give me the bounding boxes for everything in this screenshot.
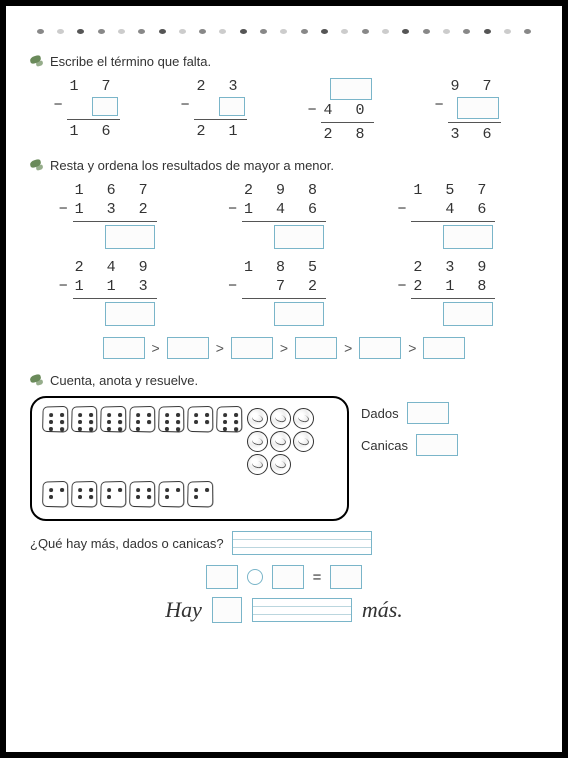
order-box[interactable] xyxy=(103,337,145,359)
die-icon xyxy=(100,481,126,508)
ordering-row: > > > > > xyxy=(30,337,538,359)
answer-box[interactable] xyxy=(457,97,499,119)
bullet-icon xyxy=(30,160,44,171)
bullet-icon xyxy=(30,56,44,67)
problems-row-2a: 1 6 7 −1 3 2 2 9 8 −1 4 6 1 5 7 − 4 6 xyxy=(30,181,538,250)
marbles-group xyxy=(245,406,337,477)
operator-circle[interactable] xyxy=(247,569,263,585)
result: 2 1 xyxy=(194,122,246,141)
marble-icon xyxy=(293,408,314,429)
die-icon xyxy=(158,481,184,508)
order-box[interactable] xyxy=(231,337,273,359)
eq-box[interactable] xyxy=(272,565,304,589)
marble-icon xyxy=(247,431,268,452)
die-icon xyxy=(71,406,97,433)
canicas-answer-box[interactable] xyxy=(416,434,458,456)
problem: 1 6 7 −1 3 2 xyxy=(73,181,157,250)
hay-text-box[interactable] xyxy=(252,598,352,622)
problem: 2 3 9 −2 1 8 xyxy=(411,258,495,327)
worksheet-page: Escribe el término que falta. 1 7 − 1 6 … xyxy=(0,0,568,758)
order-box[interactable] xyxy=(167,337,209,359)
text-answer-box[interactable] xyxy=(232,531,372,555)
die-icon xyxy=(158,406,184,433)
order-box[interactable] xyxy=(423,337,465,359)
answer-box[interactable] xyxy=(92,97,118,116)
label-dados: Dados xyxy=(361,406,399,421)
marble-icon xyxy=(270,431,291,452)
die-icon xyxy=(42,481,68,508)
marble-icon xyxy=(247,408,268,429)
section-1: Escribe el término que falta. 1 7 − 1 6 … xyxy=(30,54,538,144)
die-icon xyxy=(187,406,213,433)
equation-row: = xyxy=(30,565,538,589)
answer-box[interactable] xyxy=(105,302,155,326)
marble-icon xyxy=(270,408,291,429)
question-text: ¿Qué hay más, dados o canicas? xyxy=(30,536,224,551)
mas-text: más. xyxy=(362,597,403,623)
answer-box[interactable] xyxy=(443,225,493,249)
marble-icon xyxy=(247,454,268,475)
result: 3 6 xyxy=(448,125,500,144)
die-icon xyxy=(129,406,155,433)
result: 1 6 xyxy=(67,122,119,141)
problems-row-2b: 2 4 9 −1 1 3 1 8 5 − 7 2 2 3 9 −2 1 8 xyxy=(30,258,538,327)
answer-box[interactable] xyxy=(274,302,324,326)
section-2: Resta y ordena los resultados de mayor a… xyxy=(30,158,538,359)
die-icon xyxy=(216,406,242,433)
eq-box[interactable] xyxy=(206,565,238,589)
label-canicas: Canicas xyxy=(361,438,408,453)
answer-box[interactable] xyxy=(105,225,155,249)
instruction-text: Escribe el término que falta. xyxy=(50,54,211,69)
die-icon xyxy=(42,406,68,433)
hay-text: Hay xyxy=(165,597,202,623)
conclusion-row: Hay más. xyxy=(30,597,538,623)
instruction-text: Cuenta, anota y resuelve. xyxy=(50,373,198,388)
die-icon xyxy=(187,481,213,508)
problem: 1 8 5 − 7 2 xyxy=(242,258,326,327)
problem-4: 9 7 − 3 6 xyxy=(448,77,500,144)
subtrahend: 4 0 xyxy=(323,102,371,119)
die-icon xyxy=(71,481,97,508)
die-icon xyxy=(129,481,155,508)
dados-answer-box[interactable] xyxy=(407,402,449,424)
result: 2 8 xyxy=(321,125,373,144)
problem-3: −4 0 2 8 xyxy=(321,77,373,144)
counting-box xyxy=(30,396,349,521)
minuend: 2 3 xyxy=(194,77,246,96)
problem: 1 5 7 − 4 6 xyxy=(411,181,495,250)
order-box[interactable] xyxy=(359,337,401,359)
problem: 2 9 8 −1 4 6 xyxy=(242,181,326,250)
problem-1: 1 7 − 1 6 xyxy=(67,77,119,144)
answer-box[interactable] xyxy=(274,225,324,249)
die-icon xyxy=(100,406,126,433)
decorative-border xyxy=(30,20,538,42)
answer-box[interactable] xyxy=(443,302,493,326)
instruction-text: Resta y ordena los resultados de mayor a… xyxy=(50,158,334,173)
problem: 2 4 9 −1 1 3 xyxy=(73,258,157,327)
marble-icon xyxy=(293,431,314,452)
minuend: 9 7 xyxy=(448,77,500,96)
marble-icon xyxy=(270,454,291,475)
section-3: Cuenta, anota y resuelve. Dados Canicas … xyxy=(30,373,538,623)
bullet-icon xyxy=(30,375,44,386)
hay-number-box[interactable] xyxy=(212,597,242,623)
problem-2: 2 3 − 2 1 xyxy=(194,77,246,144)
problems-row-1: 1 7 − 1 6 2 3 − 2 1 −4 0 2 8 9 7 − 3 6 xyxy=(30,77,538,144)
eq-box[interactable] xyxy=(330,565,362,589)
answer-box[interactable] xyxy=(330,78,372,100)
minuend: 1 7 xyxy=(67,77,119,96)
answer-box[interactable] xyxy=(219,97,245,116)
order-box[interactable] xyxy=(295,337,337,359)
